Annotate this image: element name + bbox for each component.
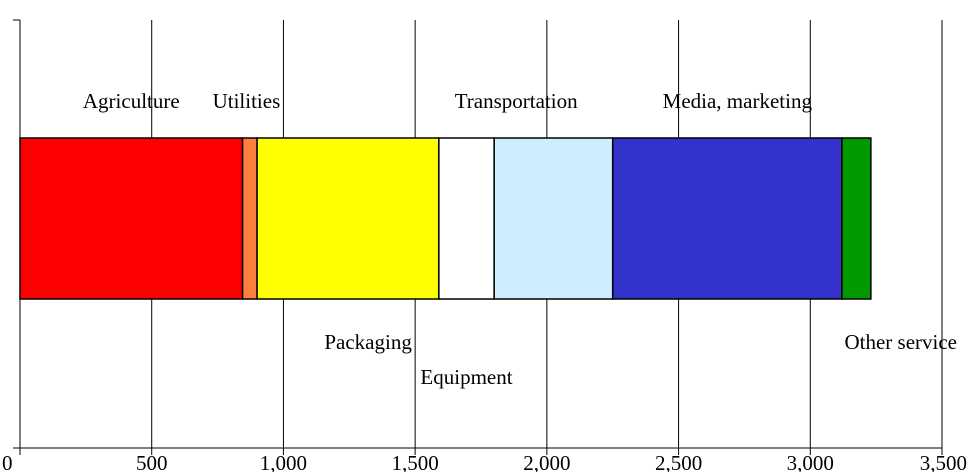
bar-segment-utilities [241,137,258,300]
x-tick-labels: 0 500 1,000 1,500 2,000 2,500 3,000 3,500 [2,448,967,472]
label-packaging: Packaging [324,330,412,354]
bar-segment-other-service [841,137,872,300]
label-utilities: Utilities [213,89,281,113]
bar-segment-equipment [438,137,495,300]
label-agriculture: Agriculture [83,89,180,113]
label-equipment: Equipment [420,365,512,389]
x-tick-label-1: 500 [136,451,168,472]
segment-labels: Agriculture Utilities Packaging Equipment Tr… [83,89,957,389]
label-transportation: Transportation [455,89,578,113]
x-tick-label-0: 0 [2,451,13,472]
label-other-service: Other service [844,330,957,354]
bar-segment-transportation [493,137,614,300]
bar-segment-media-marketing [611,137,843,300]
x-tick-label-5: 2,500 [655,451,702,472]
x-tick-label-4: 2,000 [523,451,570,472]
x-tick-label-6: 3,000 [787,451,834,472]
bar-segment-packaging [256,137,440,300]
bar-segment-agriculture [19,137,244,300]
x-tick-label-3: 1,500 [392,451,439,472]
bar-segments [19,137,872,300]
label-media-marketing: Media, marketing [663,89,813,113]
x-tick-label-7: 3,500 [920,451,967,472]
x-tick-label-2: 1,000 [260,451,307,472]
